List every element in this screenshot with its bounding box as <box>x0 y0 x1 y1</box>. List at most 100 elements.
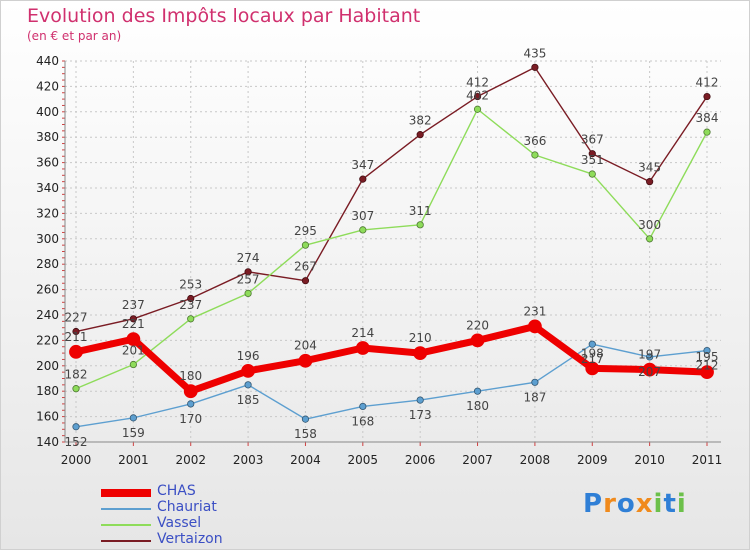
data-label-vassel: 402 <box>466 88 489 102</box>
data-point-chauriat <box>301 415 310 423</box>
legend-label: Vertaizon <box>157 531 223 547</box>
data-point-vassel <box>703 128 711 136</box>
data-point-vassel <box>301 241 310 249</box>
data-label-chas: 211 <box>65 330 88 344</box>
data-label-chas: 204 <box>294 339 317 353</box>
data-label-vertaizon: 435 <box>523 46 546 60</box>
x-tick-label: 2007 <box>462 453 493 467</box>
data-point-chas <box>183 384 198 399</box>
series-line-chauriat <box>75 343 708 428</box>
logo-letter: P <box>583 489 604 519</box>
data-point-chauriat <box>473 387 482 395</box>
data-point-vassel <box>416 221 424 229</box>
x-tick-label: 2000 <box>61 453 92 467</box>
logo-letter: r <box>603 489 617 519</box>
legend-label: CHAS <box>157 483 196 499</box>
plot-area <box>65 61 721 442</box>
data-label-vertaizon: 347 <box>351 158 374 172</box>
data-point-vassel <box>646 235 654 243</box>
data-point-chauriat <box>646 353 654 361</box>
data-point-vertaizon <box>473 92 482 101</box>
data-point-vertaizon <box>703 92 711 101</box>
data-point-chauriat <box>416 396 424 404</box>
data-point-vertaizon <box>244 268 252 276</box>
y-tick-label: 340 <box>36 181 59 195</box>
data-label-vassel: 307 <box>351 209 374 223</box>
x-tick-label: 2002 <box>175 453 206 467</box>
series-line-vertaizon <box>75 66 708 333</box>
legend-label: Chauriat <box>157 499 217 515</box>
y-tick-label: 440 <box>36 54 59 68</box>
data-label-chauriat: 180 <box>466 399 489 413</box>
data-point-vassel <box>359 226 367 234</box>
data-label-chauriat: 217 <box>581 352 604 366</box>
logo-letter: x <box>635 489 654 519</box>
data-point-vertaizon <box>588 150 596 158</box>
data-point-chauriat <box>588 340 596 348</box>
y-tick-label: 240 <box>36 308 59 322</box>
data-point-vertaizon <box>187 294 195 303</box>
x-tick-label: 2011 <box>692 453 723 467</box>
data-point-chauriat <box>72 423 80 431</box>
data-point-vassel <box>531 151 539 159</box>
data-label-vassel: 257 <box>237 272 260 286</box>
data-label-chauriat: 173 <box>409 408 432 422</box>
data-label-chas: 214 <box>351 326 374 340</box>
legend-swatch <box>101 540 151 542</box>
y-tick-label: 360 <box>36 156 59 170</box>
data-label-vassel: 384 <box>696 111 719 125</box>
data-label-chauriat: 159 <box>122 426 145 440</box>
chart-subtitle: (en € et par an) <box>27 29 122 43</box>
y-tick-label: 220 <box>36 333 59 347</box>
data-point-chas <box>470 333 485 348</box>
legend-swatch <box>101 508 151 510</box>
legend-swatch <box>101 524 151 526</box>
data-point-vassel <box>129 360 137 369</box>
y-tick-label: 180 <box>36 384 59 398</box>
series-line-vassel <box>75 108 708 390</box>
y-tick-label: 140 <box>36 435 59 449</box>
y-tick-label: 260 <box>36 283 59 297</box>
logo-letter: i <box>676 489 687 519</box>
data-point-chas <box>642 362 657 377</box>
logo-letter: o <box>616 489 636 519</box>
data-point-chas <box>585 361 600 376</box>
data-label-vertaizon: 382 <box>409 114 432 128</box>
legend-label: Vassel <box>157 515 202 531</box>
x-tick-label: 2010 <box>634 453 665 467</box>
data-label-chas: 221 <box>122 317 145 331</box>
y-tick-label: 200 <box>36 359 59 373</box>
data-label-vertaizon: 367 <box>581 133 604 147</box>
data-point-chauriat <box>703 346 711 355</box>
data-label-chauriat: 207 <box>638 365 661 379</box>
data-point-chas <box>355 341 370 355</box>
y-tick-label: 400 <box>36 105 59 119</box>
data-point-chas <box>69 344 83 359</box>
data-label-vertaizon: 253 <box>179 277 202 291</box>
data-label-chauriat: 185 <box>237 393 260 407</box>
data-point-chas <box>528 319 542 334</box>
data-label-chas: 180 <box>179 369 202 383</box>
data-point-vassel <box>187 315 195 323</box>
x-tick-label: 2009 <box>577 453 608 467</box>
data-label-chas: 195 <box>696 350 719 364</box>
data-label-chauriat: 168 <box>351 414 374 428</box>
data-point-vertaizon <box>531 63 539 71</box>
data-label-vassel: 237 <box>179 298 202 312</box>
data-point-chas <box>241 363 255 378</box>
data-label-vassel: 295 <box>294 224 317 238</box>
data-label-vassel: 182 <box>65 368 88 382</box>
x-tick-label: 2008 <box>520 453 551 467</box>
data-point-chauriat <box>244 381 252 389</box>
data-point-vertaizon <box>72 327 80 336</box>
data-label-chas: 197 <box>638 348 661 362</box>
data-point-chas <box>126 332 141 347</box>
y-tick-label: 380 <box>36 130 59 144</box>
data-point-chauriat <box>359 402 367 411</box>
x-tick-label: 2001 <box>118 453 149 467</box>
data-label-vassel: 201 <box>122 344 145 358</box>
data-label-chas: 210 <box>409 331 432 345</box>
legend-swatch <box>101 489 151 497</box>
data-point-chauriat <box>531 378 539 386</box>
